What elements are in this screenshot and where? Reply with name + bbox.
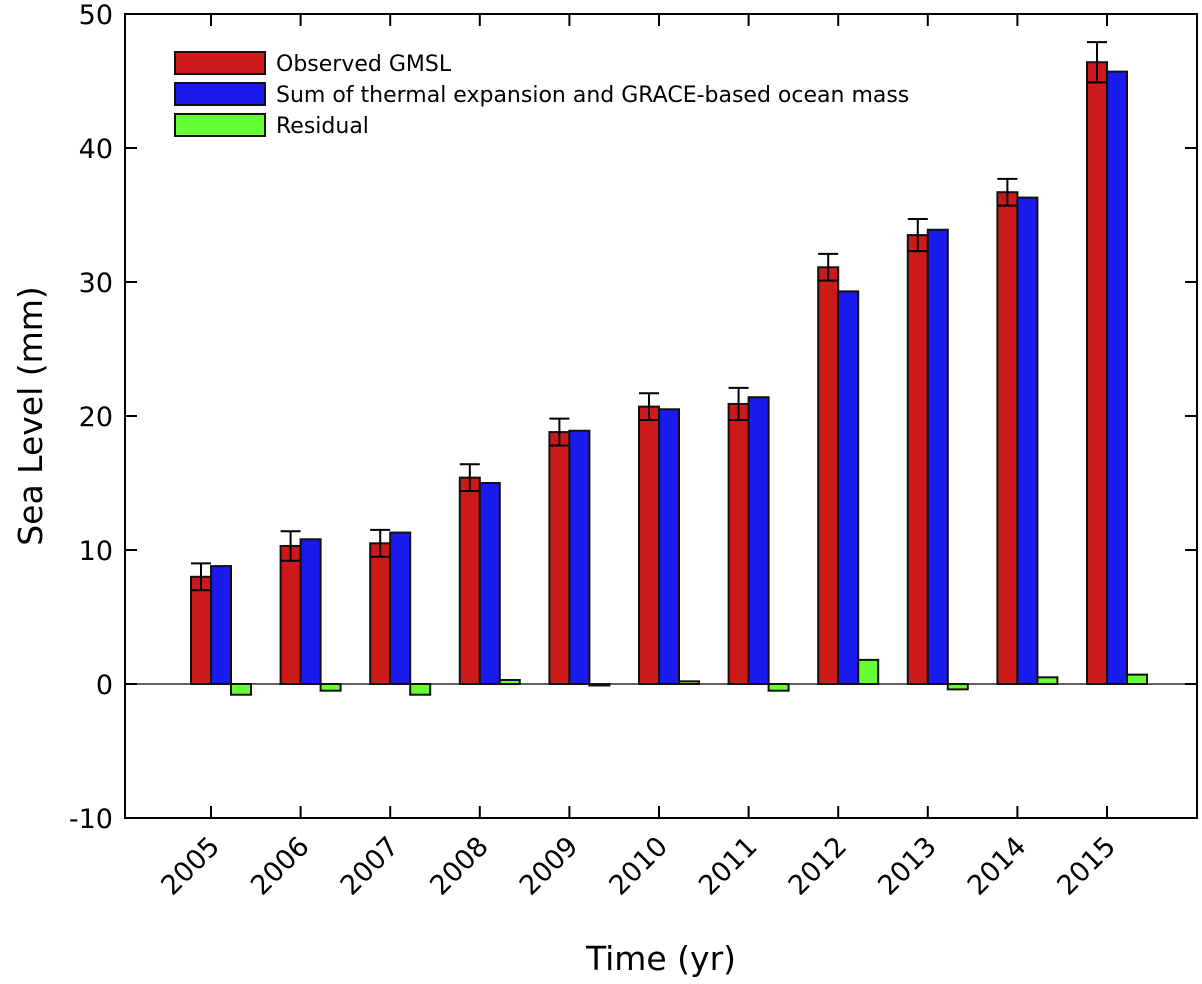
bar-2-2005	[210, 565, 232, 686]
bar-1-2009	[548, 431, 571, 685]
bar-3-2015	[1126, 673, 1148, 685]
x-axis-title: Time (yr)	[585, 939, 736, 978]
x-tick-label-2009: 2009	[514, 831, 585, 902]
bar-1-2007	[369, 542, 392, 685]
bar-1-2010	[638, 405, 660, 685]
bar-2-2010	[658, 408, 680, 685]
bar-2-2009	[568, 429, 591, 685]
x-tick-label-2006: 2006	[245, 831, 316, 902]
bar-3-2014	[1036, 676, 1059, 685]
bar-2-2013	[926, 228, 949, 686]
bar-3-2007	[409, 683, 432, 696]
bar-1-2014	[996, 191, 1019, 685]
bar-1-2006	[279, 544, 302, 685]
bar-3-2009	[588, 683, 611, 687]
y-tick-label-10: 10	[79, 536, 113, 567]
bar-2-2011	[747, 396, 770, 685]
bar-1-2005	[190, 575, 212, 685]
x-tick-label-2010: 2010	[603, 831, 674, 902]
y-axis-title: Sea Level (mm)	[11, 286, 50, 546]
y-tick-label-30: 30	[79, 268, 113, 299]
bar-1-2011	[727, 402, 750, 685]
y-tick-label-0: 0	[96, 670, 113, 701]
chart-marks	[125, 41, 1197, 696]
x-tick-label-2005: 2005	[155, 831, 226, 902]
x-tick-label-2014: 2014	[962, 831, 1033, 902]
x-tick-label-2008: 2008	[424, 831, 495, 902]
y-tick-label-20: 20	[79, 402, 113, 433]
legend: Observed GMSL Sum of thermal expansion an…	[174, 51, 909, 139]
legend-swatch-3	[174, 113, 266, 137]
x-tick-label-2015: 2015	[1051, 831, 1122, 902]
bar-3-2008	[498, 678, 521, 685]
bar-2-2014	[1016, 196, 1039, 686]
bar-3-2005	[230, 683, 252, 696]
bar-2-2006	[299, 538, 322, 686]
x-tick-label-2012: 2012	[783, 831, 854, 902]
x-tick-label-2011: 2011	[693, 831, 764, 902]
legend-label-1: Observed GMSL	[276, 52, 452, 77]
bar-3-2012	[857, 658, 880, 686]
legend-label-2: Sum of thermal expansion and GRACE-based…	[276, 83, 909, 108]
y-tick-label-50: 50	[79, 0, 113, 31]
legend-swatch-2	[174, 82, 266, 106]
bar-1-2008	[458, 476, 481, 686]
bar-1-2015	[1086, 61, 1108, 686]
bar-1-2012	[817, 266, 840, 685]
bar-3-2013	[946, 683, 969, 691]
bar-2-2007	[389, 531, 412, 686]
bar-3-2010	[678, 680, 700, 686]
bar-3-2006	[319, 683, 342, 692]
bar-2-2012	[837, 290, 860, 685]
legend-label-3: Residual	[276, 114, 369, 139]
bar-3-2011	[767, 683, 790, 692]
bar-1-2013	[906, 234, 929, 685]
x-tick-label-2007: 2007	[335, 831, 406, 902]
y-tick-label--10: -10	[69, 804, 113, 835]
legend-swatch-1	[174, 51, 266, 75]
x-tick-label-2013: 2013	[872, 831, 943, 902]
y-tick-label-40: 40	[79, 134, 113, 165]
bar-2-2008	[478, 482, 501, 685]
bar-2-2015	[1106, 70, 1128, 686]
